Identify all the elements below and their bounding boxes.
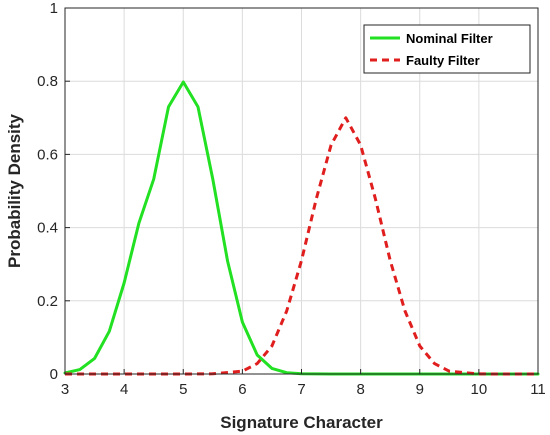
legend: Nominal Filter Faulty Filter	[363, 24, 531, 74]
y-tick-label: 0	[50, 366, 58, 383]
series-line-faulty	[65, 116, 538, 376]
y-tick-label: 0.8	[37, 73, 58, 90]
tick-labels: 3 4 5 6 7 8 9 10 11 0 0.2 0.4 0.6 0.8 1	[37, 0, 546, 398]
x-axis-label: Signature Character	[220, 413, 383, 432]
x-tick-label: 6	[238, 381, 246, 398]
x-tick-label: 5	[179, 381, 187, 398]
x-tick-label: 3	[61, 381, 69, 398]
x-tick-label: 10	[471, 381, 488, 398]
y-tick-label: 0.6	[37, 146, 58, 163]
legend-label-faulty: Faulty Filter	[406, 53, 480, 68]
y-tick-label: 0.4	[37, 220, 58, 237]
y-tick-label: 1	[50, 0, 58, 17]
x-tick-label: 9	[416, 381, 424, 398]
y-tick-label: 0.2	[37, 293, 58, 310]
x-tick-label: 7	[297, 381, 305, 398]
y-axis-label: Probability Density	[5, 113, 24, 268]
x-tick-label: 11	[530, 381, 546, 398]
grid-lines	[64, 7, 539, 375]
legend-label-nominal: Nominal Filter	[406, 31, 493, 46]
x-tick-label: 8	[356, 381, 364, 398]
x-tick-label: 4	[120, 381, 128, 398]
legend-box	[363, 24, 531, 74]
